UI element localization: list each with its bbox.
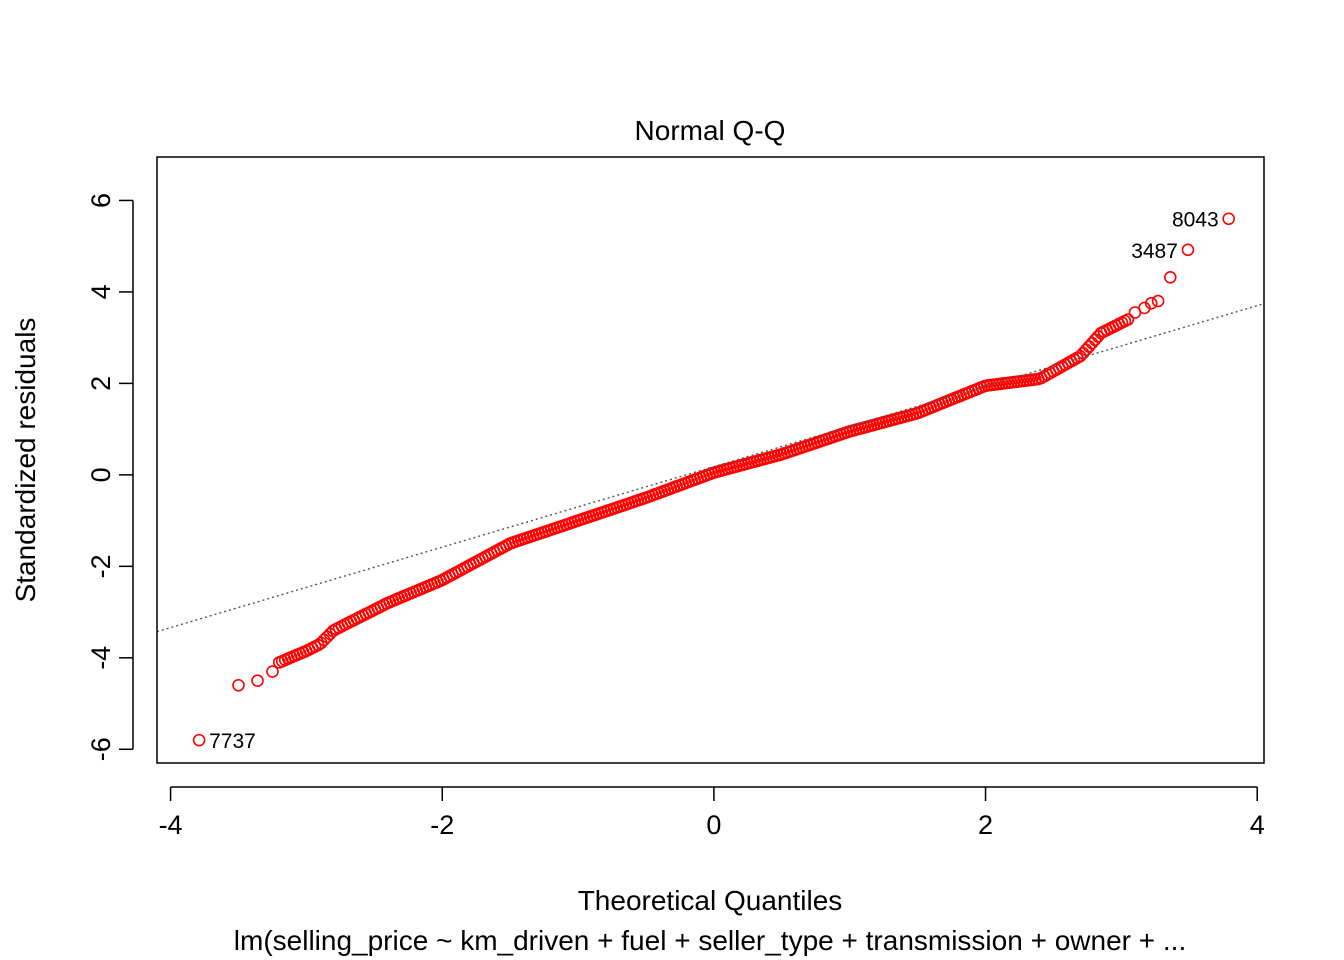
- point-labels: 8043 3487 7737: [209, 209, 1219, 753]
- data-point: [251, 674, 264, 687]
- y-axis: -6 -4 -2 0 2 4 6: [86, 193, 134, 761]
- data-point: [1088, 333, 1102, 347]
- subtitle: lm(selling_price ~ km_driven + fuel + se…: [234, 925, 1186, 956]
- y-tick-label: -4: [86, 646, 116, 670]
- data-point: [266, 665, 279, 678]
- plot-frame: [156, 156, 1265, 764]
- y-axis-title: Standardized residuals: [10, 318, 41, 603]
- x-tick-label: -2: [430, 810, 454, 840]
- y-tick-label: 6: [86, 193, 116, 208]
- data-point: [1082, 340, 1096, 353]
- outlier-label: 7737: [209, 730, 256, 753]
- x-tick-label: 2: [978, 810, 993, 840]
- data-point: [1079, 343, 1093, 357]
- data-point: [1121, 313, 1135, 326]
- data-point: [320, 630, 334, 644]
- chart-title: Normal Q-Q: [635, 115, 786, 146]
- y-tick-label: -6: [86, 737, 116, 761]
- data-point: [1085, 336, 1099, 350]
- data-point: [232, 678, 245, 692]
- data-point: [192, 733, 206, 747]
- data-point: [1151, 294, 1165, 308]
- x-tick-label: 0: [706, 810, 721, 840]
- data-points: [192, 212, 1235, 747]
- x-axis: -4 -2 0 2 4: [159, 786, 1265, 840]
- x-axis-title: Theoretical Quantiles: [578, 885, 843, 916]
- x-tick-label: 4: [1250, 810, 1265, 840]
- y-tick-label: 0: [86, 467, 116, 482]
- x-tick-label: -4: [159, 810, 183, 840]
- data-point: [1181, 243, 1195, 257]
- y-tick-label: 4: [86, 284, 116, 299]
- y-tick-label: 2: [86, 376, 116, 391]
- outlier-label: 3487: [1131, 240, 1178, 263]
- data-point: [1144, 297, 1158, 310]
- data-point: [1222, 212, 1235, 226]
- y-tick-label: -2: [86, 554, 116, 578]
- outlier-label: 8043: [1172, 209, 1219, 232]
- data-point: [1163, 270, 1177, 284]
